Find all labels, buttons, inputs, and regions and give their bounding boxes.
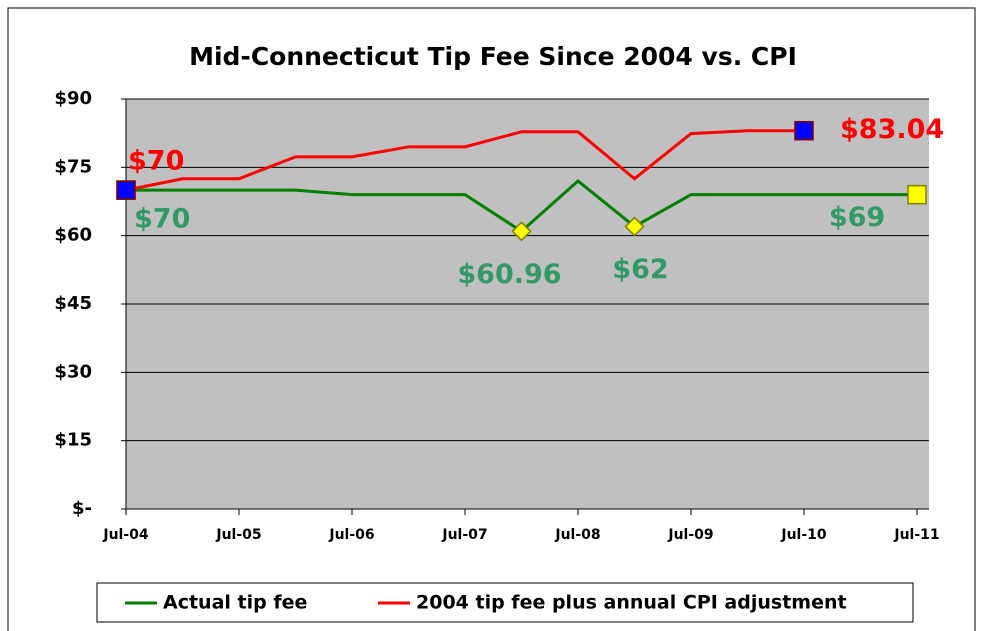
y-tick-label: $15 xyxy=(54,430,92,451)
series-line xyxy=(125,129,804,192)
y-tick-label: $90 xyxy=(54,88,92,109)
chart-title: Mid-Connecticut Tip Fee Since 2004 vs. C… xyxy=(189,42,797,71)
data-label: $70 xyxy=(128,146,184,177)
y-tick-label: $30 xyxy=(54,361,92,382)
data-label: $70 xyxy=(134,204,190,235)
y-tick-label: $75 xyxy=(54,156,92,177)
data-label: $69 xyxy=(829,202,885,233)
x-tick-label: Jul-05 xyxy=(215,527,261,543)
legend-label: 2004 tip fee plus annual CPI adjustment xyxy=(416,592,847,614)
y-tick-label: $- xyxy=(72,498,92,519)
x-tick-label: Jul-11 xyxy=(893,527,939,543)
x-tick-label: Jul-04 xyxy=(102,527,149,543)
marker xyxy=(794,120,814,141)
x-tick-label: Jul-08 xyxy=(554,527,600,543)
data-label: $83.04 xyxy=(840,114,944,145)
data-label: $62 xyxy=(612,254,668,285)
legend xyxy=(96,582,914,623)
x-tick-label: Jul-10 xyxy=(780,527,827,543)
legend-label: Actual tip fee xyxy=(163,592,307,614)
x-tick-label: Jul-06 xyxy=(328,527,374,543)
x-tick-label: Jul-09 xyxy=(667,527,713,543)
y-tick-label: $45 xyxy=(54,293,92,314)
marker xyxy=(907,184,927,205)
marker xyxy=(624,216,645,237)
marker xyxy=(511,221,532,242)
marker xyxy=(116,180,136,200)
data-label: $60.96 xyxy=(457,259,561,290)
y-tick-label: $60 xyxy=(54,225,92,246)
x-tick-label: Jul-07 xyxy=(441,527,487,543)
